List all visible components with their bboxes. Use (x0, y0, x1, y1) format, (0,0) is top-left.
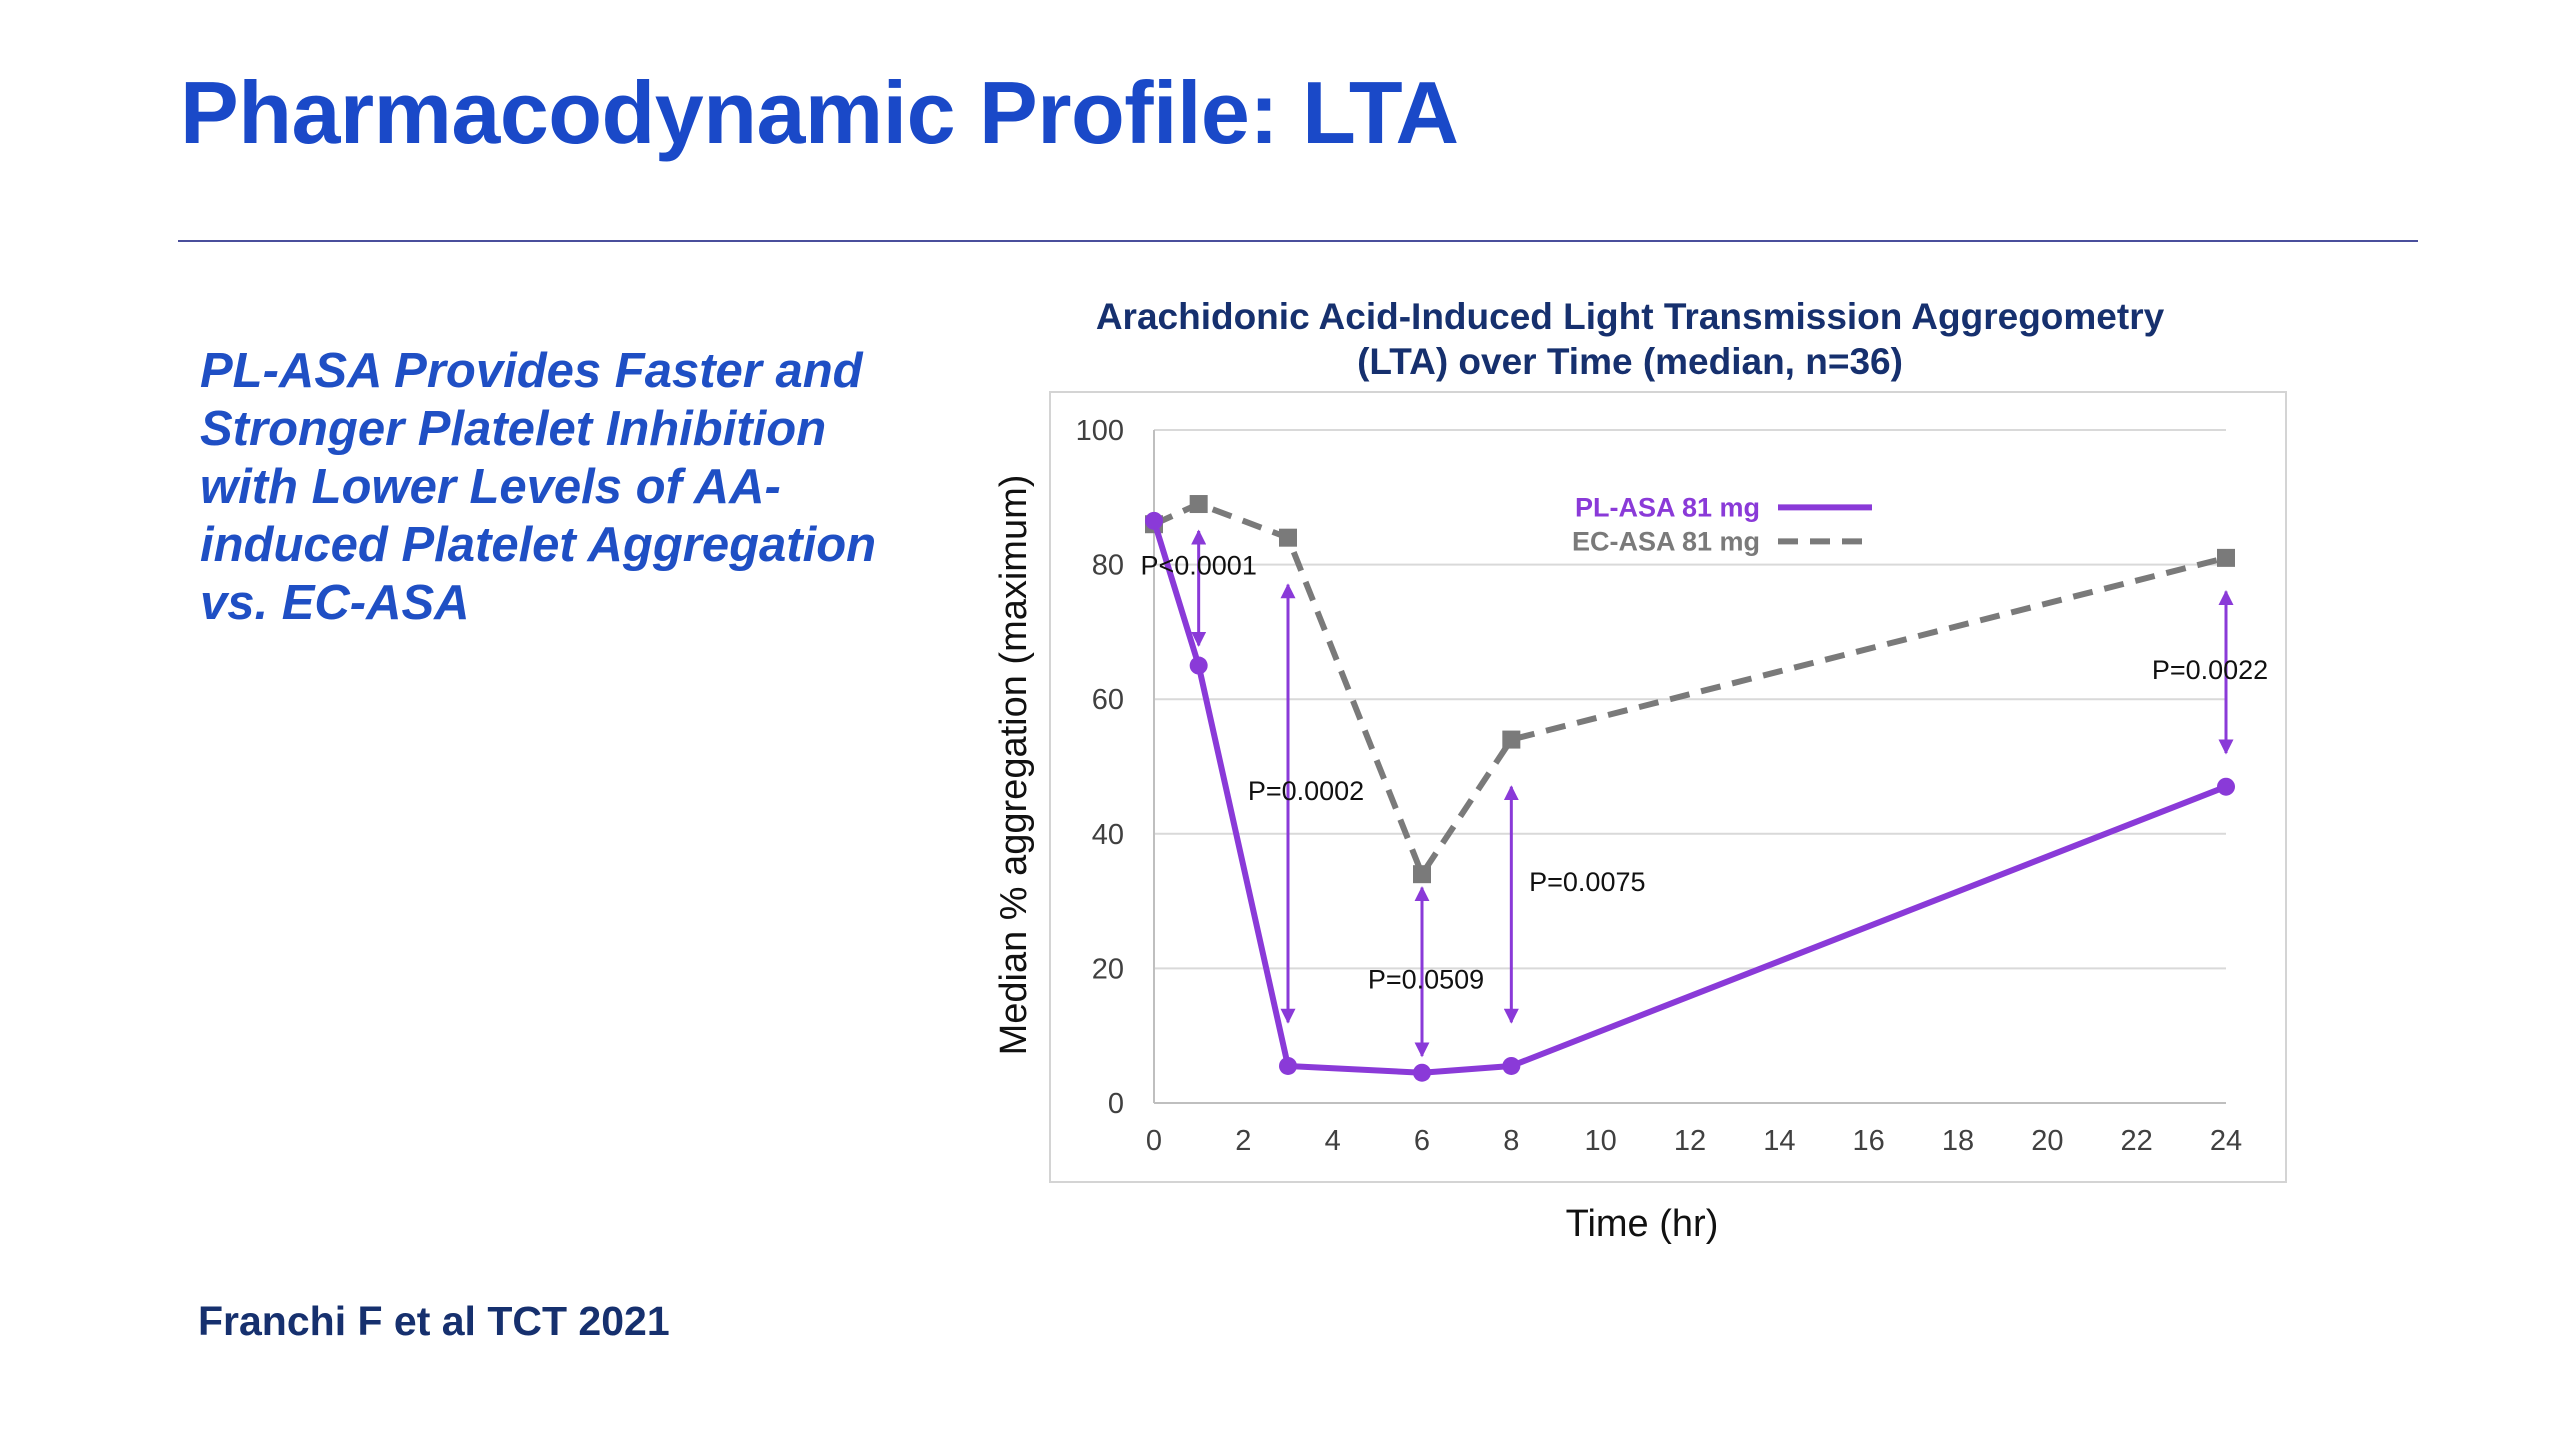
chart-title: Arachidonic Acid-Induced Light Transmiss… (1030, 294, 2230, 384)
slide-title: Pharmacodynamic Profile: LTA (180, 63, 1459, 162)
data-point (1279, 1056, 1297, 1075)
takeaway-line: Stronger Platelet Inhibition (200, 402, 827, 456)
x-tick-label: 22 (2121, 1125, 2153, 1157)
p-value-label: P=0.0002 (1248, 776, 1364, 806)
x-tick-label: 16 (1853, 1125, 1885, 1157)
x-tick-label: 18 (1942, 1125, 1974, 1157)
p-value-label: P=0.0075 (1529, 867, 1645, 897)
data-point (2217, 777, 2235, 796)
annotation-layer: P<0.0001 P=0.0002 P=0.0509 P=0.0075 P=0.0022 (1140, 529, 2268, 1058)
data-point (1413, 1063, 1431, 1082)
takeaway-line: induced Platelet Aggregation (200, 518, 877, 572)
x-tick-label: 8 (1503, 1125, 1519, 1157)
chart-title-line: Arachidonic Acid-Induced Light Transmiss… (1095, 296, 2165, 337)
y-tick-label: 100 (1076, 415, 1124, 447)
x-tick-label: 2 (1235, 1125, 1251, 1157)
y-tick-label: 20 (1092, 953, 1124, 985)
legend: PL-ASA 81 mg EC-ASA 81 mg (1572, 492, 1872, 556)
takeaway-line: PL-ASA Provides Faster and (200, 344, 863, 398)
takeaway-text: PL-ASA Provides Faster and Stronger Plat… (200, 342, 960, 632)
x-tick-label: 14 (1763, 1125, 1795, 1157)
takeaway-line: with Lower Levels of AA- (200, 460, 781, 514)
title-divider (178, 240, 2418, 242)
y-tick-label: 80 (1092, 550, 1124, 582)
x-tick-label: 24 (2210, 1125, 2242, 1157)
data-point (1189, 656, 1208, 675)
x-tick-label: 10 (1585, 1125, 1617, 1157)
data-point (1413, 865, 1431, 884)
citation: Franchi F et al TCT 2021 (198, 1298, 670, 1344)
x-tick-label: 0 (1146, 1125, 1162, 1157)
x-tick-label: 6 (1414, 1125, 1430, 1157)
y-tick-label: 40 (1092, 819, 1124, 851)
p-value-label: P=0.0022 (2152, 655, 2268, 685)
p-value-label: P=0.0509 (1368, 965, 1484, 995)
p-value-label: P<0.0001 (1140, 551, 1256, 581)
data-point (1502, 1056, 1521, 1075)
x-axis-label: Time (hr) (1566, 1203, 1719, 1245)
data-point (1145, 511, 1163, 530)
x-tick-label: 20 (2031, 1125, 2063, 1157)
y-tick-label: 60 (1092, 684, 1124, 716)
data-point (1279, 528, 1297, 547)
chart-title-line: (LTA) over Time (median, n=36) (1357, 341, 1903, 382)
grid-layer (1153, 429, 2226, 1104)
data-point (1189, 495, 1208, 514)
y-tick-label: 0 (1108, 1088, 1124, 1120)
x-tick-label: 4 (1325, 1125, 1341, 1157)
data-point (1502, 730, 1521, 749)
takeaway-line: vs. EC-ASA (200, 576, 470, 630)
legend-label: PL-ASA 81 mg (1575, 492, 1760, 522)
data-point (2217, 548, 2235, 567)
legend-label: EC-ASA 81 mg (1572, 526, 1760, 556)
x-tick-label: 12 (1674, 1125, 1706, 1157)
y-axis-label: Median % aggregation (maximum) (993, 475, 1035, 1056)
